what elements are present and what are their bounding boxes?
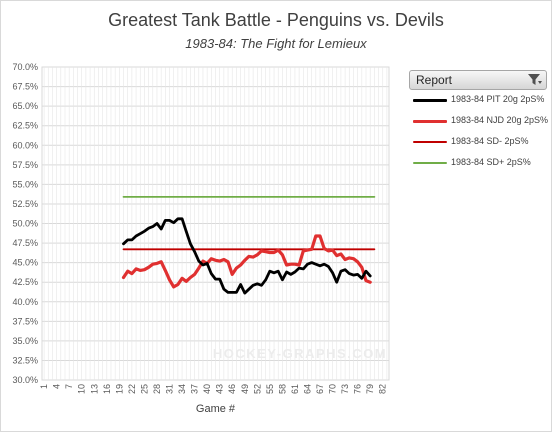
legend-report-filter-button[interactable]: Report xyxy=(409,70,547,90)
x-tick-label: 82 xyxy=(378,384,388,394)
y-tick-label: 60.0% xyxy=(12,140,38,150)
legend-label: 1983-84 SD+ 2pS% xyxy=(451,157,531,167)
x-tick-label: 31 xyxy=(165,384,175,394)
y-tick-label: 67.5% xyxy=(12,82,38,92)
x-tick-label: 58 xyxy=(277,384,287,394)
x-tick-label: 13 xyxy=(89,384,99,394)
y-tick-label: 42.5% xyxy=(12,277,38,287)
y-tick-label: 45.0% xyxy=(12,258,38,268)
x-tick-label: 76 xyxy=(353,384,363,394)
series-line-2 xyxy=(121,234,372,289)
y-tick-label: 50.0% xyxy=(12,219,38,229)
legend-title: Report xyxy=(416,73,453,87)
y-tick-label: 57.5% xyxy=(12,160,38,170)
chart-title: Greatest Tank Battle - Penguins vs. Devi… xyxy=(108,10,444,30)
legend-swatch xyxy=(413,141,447,143)
y-tick-label: 52.5% xyxy=(12,199,38,209)
legend-swatch xyxy=(413,120,447,123)
legend-label: 1983-84 PIT 20g 2pS% xyxy=(451,94,545,104)
legend-item: 1983-84 SD+ 2pS% xyxy=(409,155,547,171)
legend-label: 1983-84 NJD 20g 2pS% xyxy=(451,115,549,125)
x-tick-label: 22 xyxy=(127,384,137,394)
x-tick-label: 19 xyxy=(114,384,124,394)
chart-subtitle: 1983-84: The Fight for Lemieux xyxy=(185,36,367,51)
x-tick-label: 28 xyxy=(152,384,162,394)
x-tick-label: 25 xyxy=(139,384,149,394)
x-tick-label: 61 xyxy=(290,384,300,394)
y-tick-label: 62.5% xyxy=(12,121,38,131)
y-tick-label: 70.0% xyxy=(12,62,38,72)
y-tick-label: 30.0% xyxy=(12,375,38,385)
x-tick-label: 7 xyxy=(64,384,74,389)
y-tick-label: 55.0% xyxy=(12,179,38,189)
x-tick-label: 70 xyxy=(328,384,338,394)
filter-icon[interactable] xyxy=(527,73,543,87)
legend-label: 1983-84 SD- 2pS% xyxy=(451,136,529,146)
y-tick-label: 40.0% xyxy=(12,297,38,307)
y-tick-label: 37.5% xyxy=(12,316,38,326)
x-tick-label: 16 xyxy=(102,384,112,394)
x-tick-label: 64 xyxy=(302,384,312,394)
x-tick-label: 34 xyxy=(177,384,187,394)
y-tick-label: 47.5% xyxy=(12,238,38,248)
legend: Report 1983-84 PIT 20g 2pS% 1983-84 NJD 2… xyxy=(409,70,549,171)
x-tick-label: 37 xyxy=(190,384,200,394)
x-axis-label: Game # xyxy=(196,403,236,415)
x-tick-label: 10 xyxy=(77,384,87,394)
legend-item: 1983-84 PIT 20g 2pS% xyxy=(409,92,547,108)
legend-item: 1983-84 NJD 20g 2pS% xyxy=(409,113,549,129)
watermark: HOCKEY-GRAPHS.COM xyxy=(213,346,387,361)
x-tick-label: 49 xyxy=(240,384,250,394)
y-tick-label: 65.0% xyxy=(12,101,38,111)
x-tick-label: 43 xyxy=(215,384,225,394)
y-tick-label: 35.0% xyxy=(12,336,38,346)
x-tick-label: 79 xyxy=(365,384,375,394)
series-line-1 xyxy=(122,217,372,295)
y-tick-label: 32.5% xyxy=(12,355,38,365)
x-tick-label: 67 xyxy=(315,384,325,394)
x-tick-label: 40 xyxy=(202,384,212,394)
x-tick-label: 52 xyxy=(252,384,262,394)
legend-swatch xyxy=(413,99,447,102)
legend-swatch xyxy=(413,162,447,164)
x-tick-label: 73 xyxy=(340,384,350,394)
x-tick-label: 55 xyxy=(265,384,275,394)
x-tick-label: 4 xyxy=(52,384,62,389)
legend-item: 1983-84 SD- 2pS% xyxy=(409,134,547,150)
x-tick-label: 1 xyxy=(39,384,49,389)
x-tick-label: 46 xyxy=(227,384,237,394)
